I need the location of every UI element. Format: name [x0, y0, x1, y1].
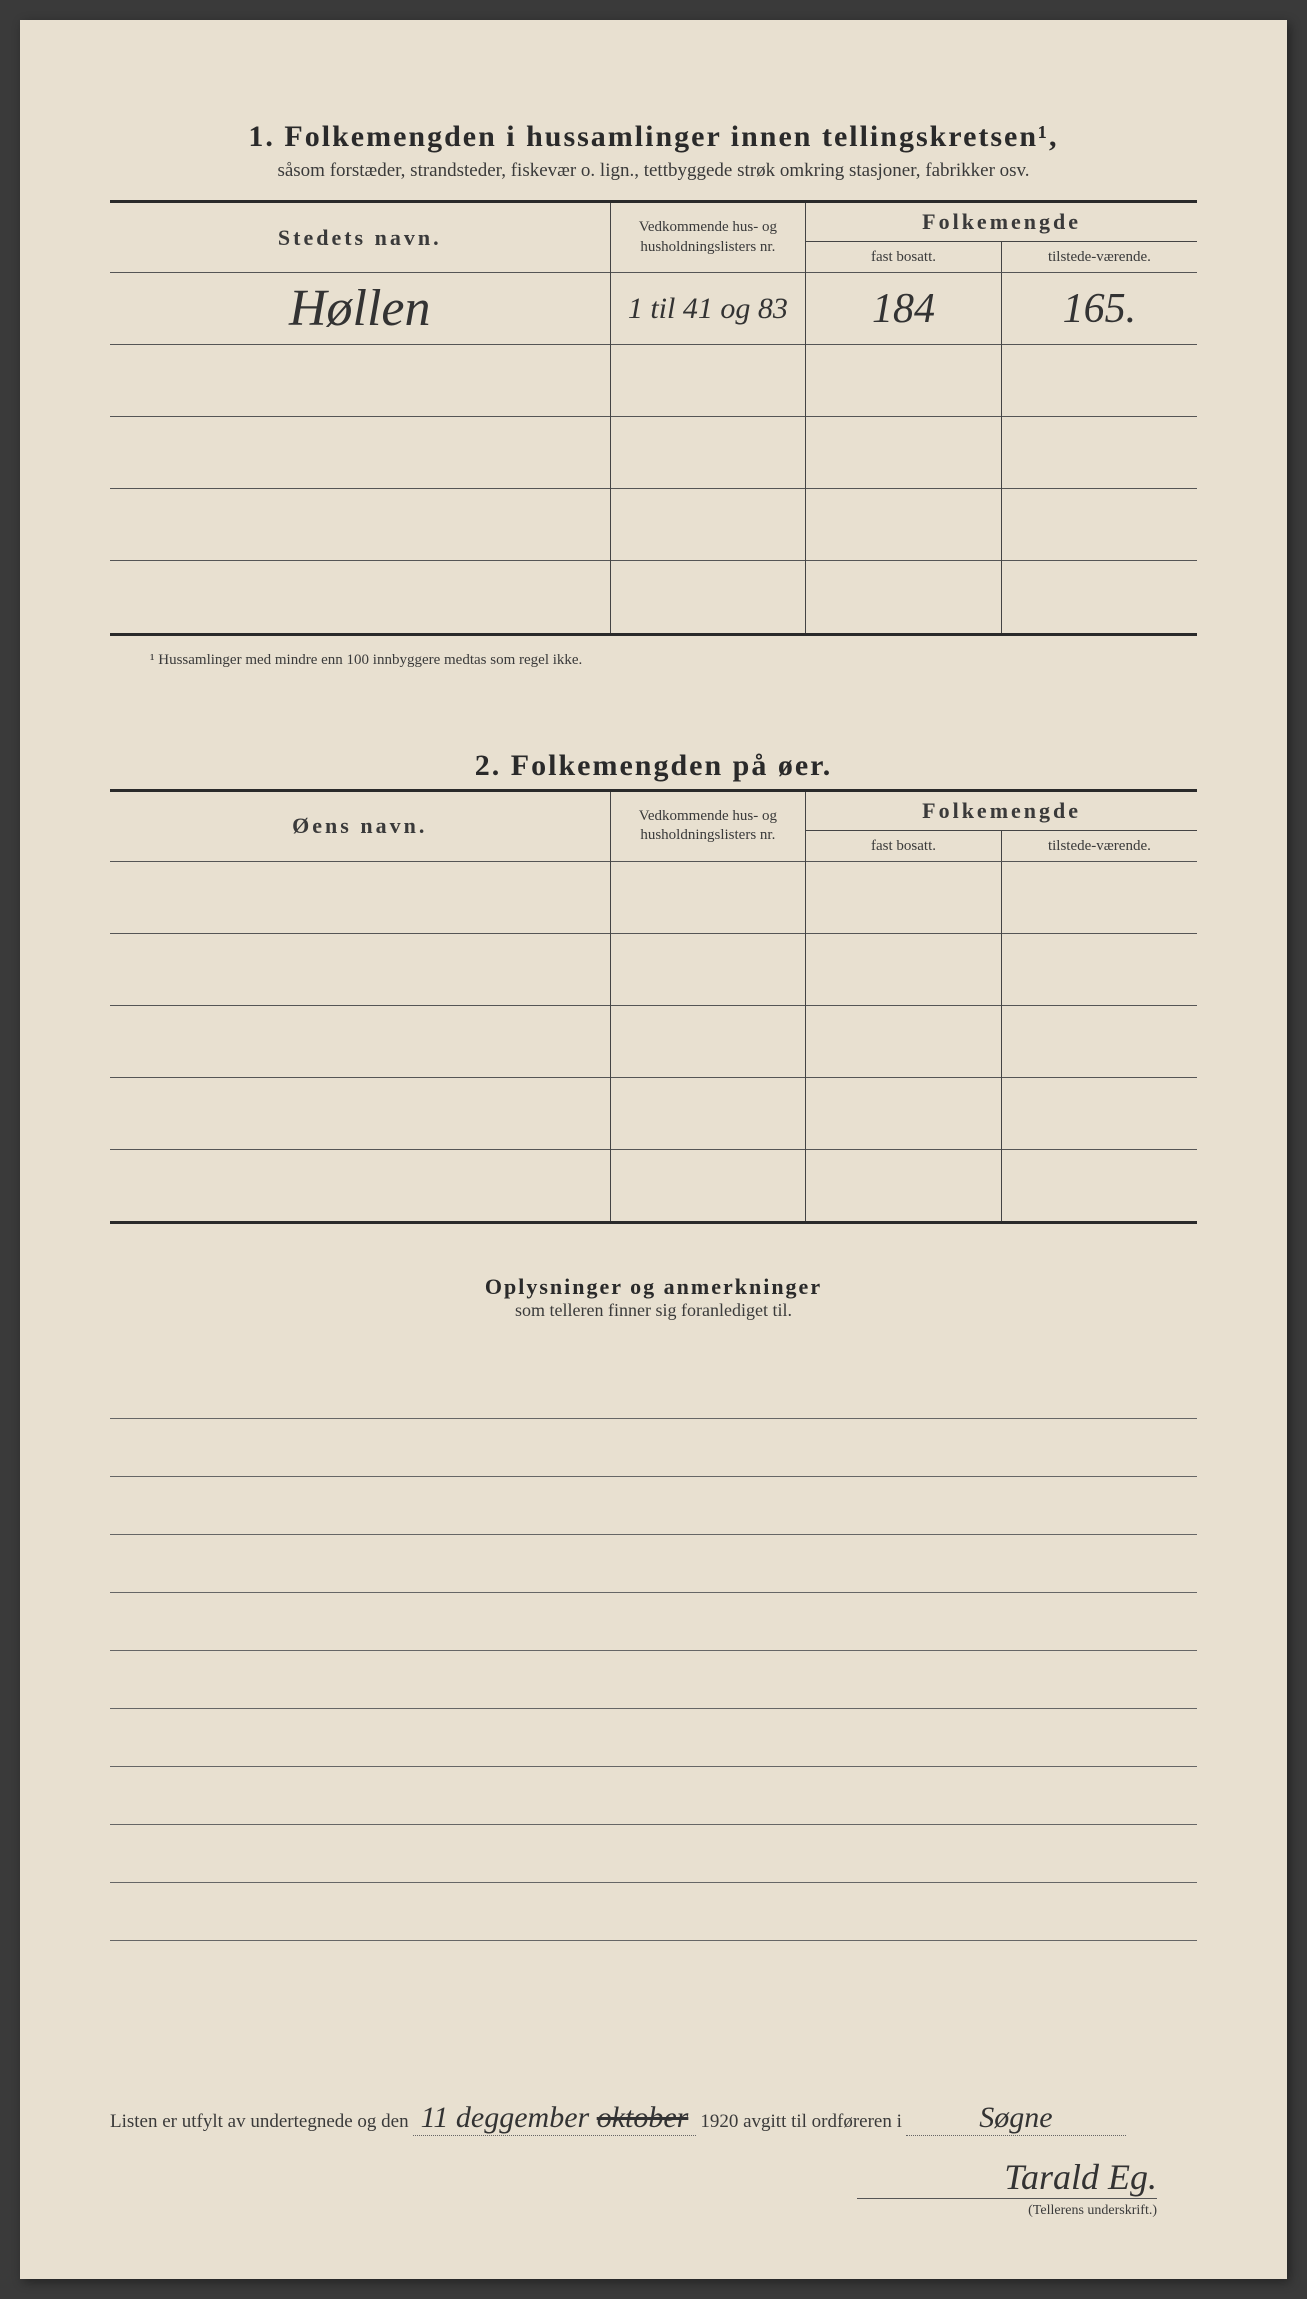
section1-table: Stedets navn. Vedkommende hus- og hushol… — [110, 203, 1197, 633]
section1-bottom-rule — [110, 633, 1197, 636]
section1-number: 1. — [248, 120, 275, 153]
cell-fast: 184 — [806, 273, 1002, 345]
table-row — [110, 1005, 1197, 1077]
ruled-line — [110, 1419, 1197, 1477]
section1-subtitle: såsom forstæder, strandsteder, fiskevær … — [110, 160, 1197, 182]
cell-lists — [610, 933, 806, 1005]
cell-tilstede — [1001, 933, 1197, 1005]
footer-date: 11 deggember oktober — [413, 2101, 697, 2136]
cell-tilstede — [1001, 1005, 1197, 1077]
cell-tilstede — [1001, 1149, 1197, 1221]
cell-lists — [610, 417, 806, 489]
cell-name — [110, 489, 610, 561]
cell-lists — [610, 1005, 806, 1077]
cell-tilstede — [1001, 345, 1197, 417]
cell-fast — [806, 417, 1002, 489]
cell-lists — [610, 1077, 806, 1149]
cell-name — [110, 561, 610, 633]
section1-title: Folkemengden i hussamlinger innen tellin… — [284, 120, 1058, 153]
col-header-fast2: fast bosatt. — [806, 830, 1002, 861]
cell-tilstede — [1001, 417, 1197, 489]
section2-tbody — [110, 861, 1197, 1221]
section2-title: Folkemengden på øer. — [511, 749, 832, 782]
ruled-line — [110, 1651, 1197, 1709]
footer-date-struck: oktober — [597, 2101, 689, 2134]
cell-name — [110, 1077, 610, 1149]
footer-middle: avgitt til ordføreren i — [743, 2111, 902, 2133]
table-row — [110, 1149, 1197, 1221]
remarks-subtitle: som telleren finner sig foranlediget til… — [110, 1300, 1197, 1321]
cell-fast — [806, 561, 1002, 633]
cell-name — [110, 345, 610, 417]
table-row — [110, 561, 1197, 633]
table-row — [110, 861, 1197, 933]
cell-lists — [610, 861, 806, 933]
section1-footnote: ¹ Hussamlinger med mindre enn 100 innbyg… — [110, 652, 1197, 669]
section2-heading: 2. Folkemengden på øer. — [110, 749, 1197, 783]
cell-tilstede — [1001, 489, 1197, 561]
table-row — [110, 345, 1197, 417]
cell-fast — [806, 933, 1002, 1005]
cell-name — [110, 1149, 610, 1221]
ruled-line — [110, 1709, 1197, 1767]
ruled-line — [110, 1361, 1197, 1419]
col-header-folkemengde: Folkemengde — [806, 203, 1197, 242]
section1-tbody: Høllen 1 til 41 og 83 184 165. — [110, 273, 1197, 633]
ruled-line — [110, 1825, 1197, 1883]
cell-fast — [806, 345, 1002, 417]
col-header-lists: Vedkommende hus- og husholdningslisters … — [610, 203, 806, 273]
census-form-page: 1. Folkemengden i hussamlinger innen tel… — [20, 20, 1287, 2279]
remarks-lines — [110, 1361, 1197, 1941]
table-row — [110, 1077, 1197, 1149]
cell-name — [110, 861, 610, 933]
ruled-line — [110, 1477, 1197, 1535]
cell-fast — [806, 1005, 1002, 1077]
cell-lists: 1 til 41 og 83 — [610, 273, 806, 345]
remarks-title: Oplysninger og anmerkninger — [110, 1274, 1197, 1300]
ruled-line — [110, 1883, 1197, 1941]
col-header-tilstede2: tilstede-værende. — [1001, 830, 1197, 861]
ruled-line — [110, 1593, 1197, 1651]
cell-tilstede — [1001, 861, 1197, 933]
table-row — [110, 933, 1197, 1005]
cell-name — [110, 1005, 610, 1077]
footer-declaration: Listen er utfylt av undertegnede og den … — [110, 2101, 1197, 2136]
col-header-lists2: Vedkommende hus- og husholdningslisters … — [610, 792, 806, 862]
cell-tilstede: 165. — [1001, 273, 1197, 345]
col-header-stedets-navn: Stedets navn. — [110, 203, 610, 273]
table-row: Høllen 1 til 41 og 83 184 165. — [110, 273, 1197, 345]
col-header-fast: fast bosatt. — [806, 242, 1002, 273]
section2-bottom-rule — [110, 1221, 1197, 1224]
cell-name — [110, 417, 610, 489]
table-row — [110, 417, 1197, 489]
footer-prefix: Listen er utfylt av undertegnede og den — [110, 2111, 409, 2133]
cell-name — [110, 933, 610, 1005]
col-header-oens-navn: Øens navn. — [110, 792, 610, 862]
footer-year: 1920 — [700, 2111, 738, 2133]
signature-label: (Tellerens underskrift.) — [857, 2198, 1157, 2219]
footer-date-written: 11 deggember — [421, 2101, 590, 2134]
section2-table: Øens navn. Vedkommende hus- og husholdni… — [110, 792, 1197, 1222]
cell-lists — [610, 561, 806, 633]
ruled-line — [110, 1535, 1197, 1593]
section2-number: 2. — [475, 749, 502, 782]
ruled-line — [110, 1767, 1197, 1825]
cell-tilstede — [1001, 1077, 1197, 1149]
col-header-tilstede: tilstede-værende. — [1001, 242, 1197, 273]
cell-fast — [806, 1077, 1002, 1149]
cell-fast — [806, 1149, 1002, 1221]
cell-lists — [610, 1149, 806, 1221]
cell-lists — [610, 345, 806, 417]
cell-lists — [610, 489, 806, 561]
table-row — [110, 489, 1197, 561]
col-header-folkemengde2: Folkemengde — [806, 792, 1197, 831]
footer-place: Søgne — [906, 2101, 1126, 2136]
section1-heading: 1. Folkemengden i hussamlinger innen tel… — [110, 120, 1197, 182]
cell-fast — [806, 861, 1002, 933]
cell-name: Høllen — [110, 273, 610, 345]
signature: Tarald Eg. — [110, 2156, 1197, 2198]
cell-tilstede — [1001, 561, 1197, 633]
cell-fast — [806, 489, 1002, 561]
